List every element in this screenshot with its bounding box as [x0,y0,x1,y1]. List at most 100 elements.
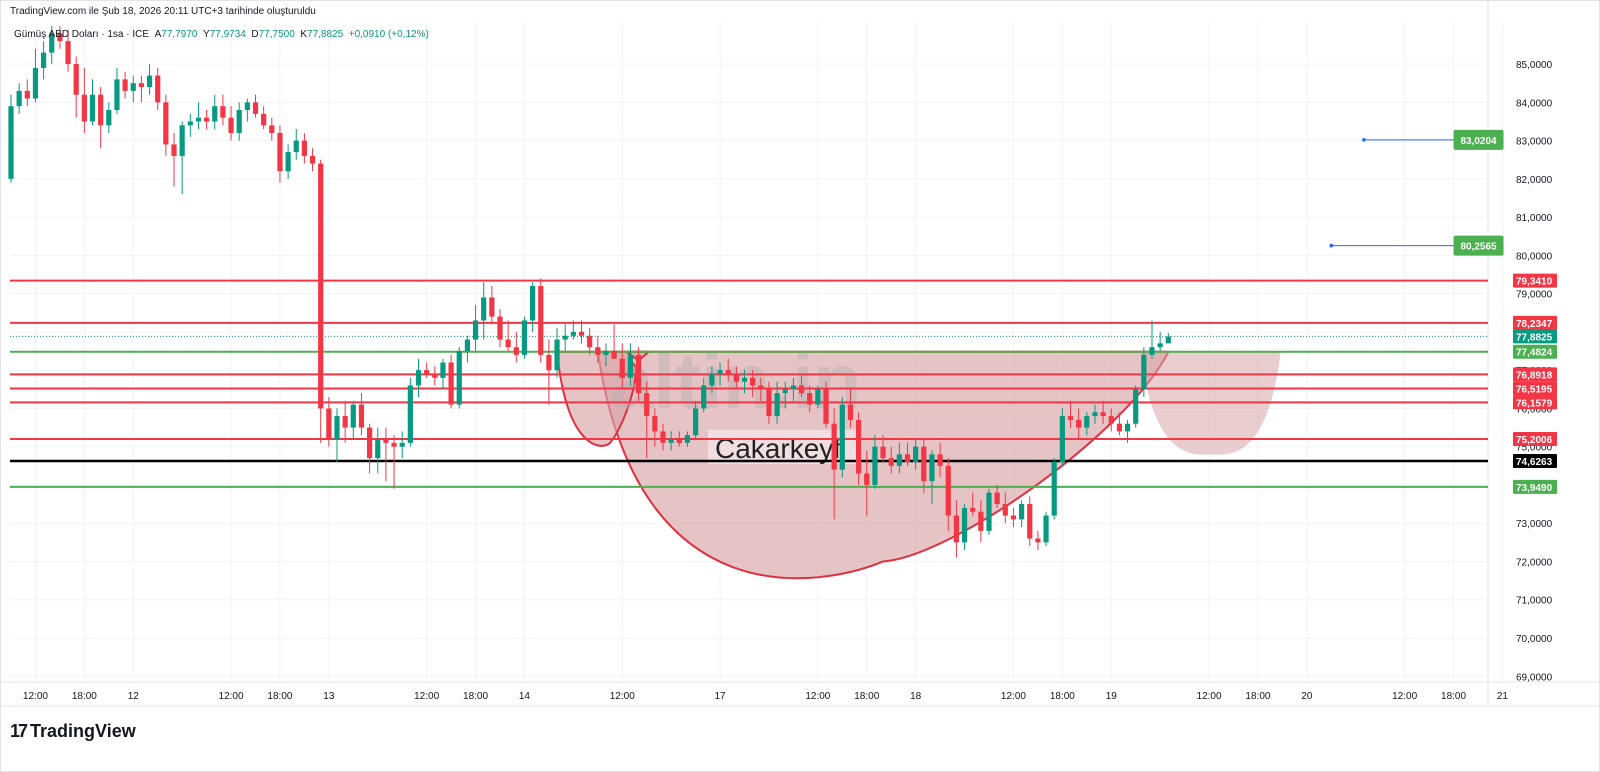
candle-body [970,507,976,512]
candle-body [1002,504,1008,516]
tradingview-logo[interactable]: 17 TradingView [10,721,136,742]
candle-body [122,79,128,91]
time-tick-label: 12:00 [1001,691,1026,702]
candle-body [89,94,96,122]
candle-body [774,393,780,417]
candle-body [823,389,829,424]
candle-body [603,351,609,355]
candle-body [489,297,495,317]
candle-body [513,347,519,355]
candle-body [505,339,511,348]
time-tick-label: 20 [1301,691,1313,702]
candle-body [73,64,79,95]
candle-body [676,439,682,443]
time-axis[interactable]: 12:00 18:00 12 12:00 18:00 13 12:00 18:00 14 12:0… [23,691,1509,702]
candle-body [587,335,593,348]
candle-body [1051,462,1057,516]
candle-body [334,416,340,440]
price-tag [1513,381,1557,396]
price-tag-label: 73,9490 [1516,483,1553,494]
price-tag [1513,395,1557,410]
candle-body [888,458,894,466]
candle-body [701,385,707,409]
candle-body [1067,416,1074,420]
price-tick-label: 76,0000 [1516,404,1553,415]
candle-body [195,117,202,122]
candle-body [693,408,699,436]
high-value: 77,9734 [209,29,246,40]
price-tag-label: 77,8825 [1516,332,1553,343]
candle-body [342,416,348,428]
candle-body [8,106,14,179]
price-tag [1513,315,1557,330]
tradingview-logo-icon: 17 [10,721,28,741]
candle-body [986,492,992,531]
candle-body [350,404,356,428]
candle-body [937,454,943,466]
low-value: 77,7500 [258,29,295,40]
time-tick-label: 18:00 [72,691,97,702]
candle-body [578,331,585,336]
price-tick-label: 83,0000 [1516,137,1553,148]
candle-body [953,515,959,543]
candle-body [921,446,927,482]
candle-body [1076,419,1082,428]
time-tick-label: 12:00 [414,691,439,702]
price-tag [1513,453,1557,468]
candle-body [326,408,332,440]
candle-body [1100,412,1106,417]
candle-body [872,446,878,485]
candle-body [472,320,479,340]
time-tick-label: 18:00 [1050,691,1075,702]
cup-shape [596,350,1170,580]
candle-body [1133,389,1139,424]
candle-body [1010,515,1017,520]
price-tag [1513,344,1557,359]
candle-body [277,132,283,172]
target-tag [1453,129,1504,150]
target-tag [1453,235,1504,256]
candle-body [106,110,112,126]
candle-body [1019,504,1025,520]
candle-body [1084,416,1090,428]
price-tick-label: 70,0000 [1516,634,1553,645]
high-label: Y [203,29,210,40]
candle-body [790,385,796,390]
candle-body [644,393,650,417]
time-tick-label: 14 [519,691,531,702]
candle-body [456,351,462,405]
price-tick-label: 72,0000 [1516,557,1553,568]
close-label: K [300,29,308,40]
candle-body [530,286,536,321]
price-tag [1513,432,1557,447]
candle-body [497,316,503,340]
time-tick-label: 12 [128,691,140,702]
price-tag-label: 77,4824 [1516,348,1553,359]
time-tick-label: 12:00 [23,691,48,702]
candle-body [635,354,642,394]
price-tick-label: 69,0000 [1516,672,1553,683]
candle-body [293,140,299,153]
price-axis[interactable]: 69,000070,000071,000072,000073,000074,00… [1513,60,1557,683]
candle-body [49,33,55,53]
price-tick-label: 82,0000 [1516,175,1553,186]
price-tag-label: 78,2347 [1516,319,1553,330]
time-tick-label: 21 [1497,691,1509,702]
candle-body [155,75,161,103]
candle-body [285,152,291,172]
price-tick-label: 81,0000 [1516,213,1553,224]
candle-body [1141,354,1147,390]
candle-body [261,113,267,126]
candle-body [32,67,39,99]
candle-body [1149,347,1155,355]
symbol-name[interactable]: Gümüş ABD Doları · 1sa · ICE [14,29,150,40]
candle-body [929,454,935,482]
watermark-author: Cakarkeyf [715,433,841,464]
candle-body [375,439,381,459]
target-markers: 83,0204 80,2565 [1329,129,1504,256]
candle-body [1035,538,1041,543]
candle-body [81,94,87,122]
change-value: +0,0910 (+0,12%) [348,29,429,40]
candle-body [1059,416,1065,462]
